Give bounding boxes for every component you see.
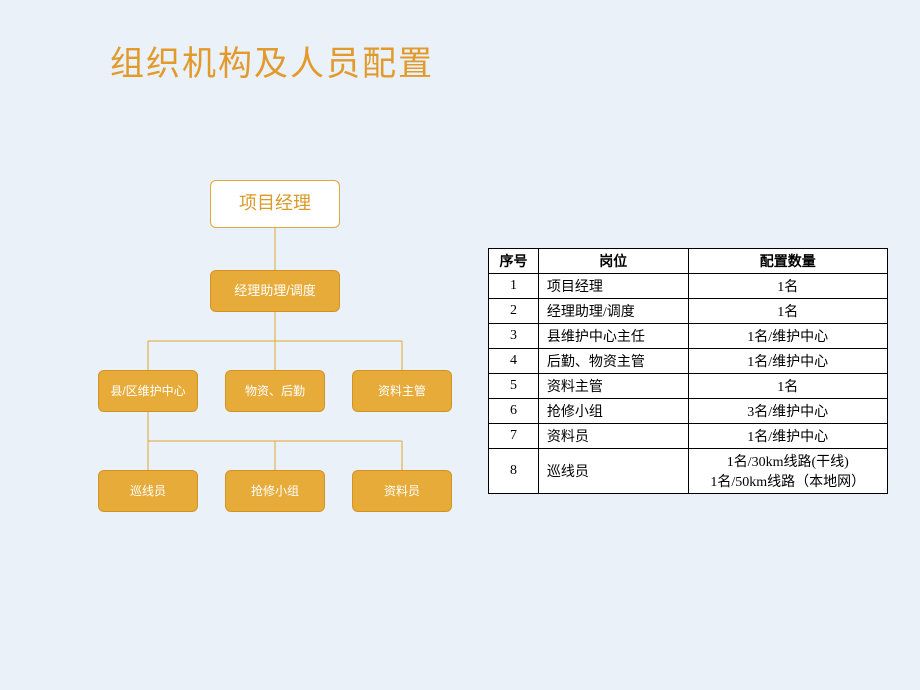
table-cell: 1名/维护中心 (688, 424, 888, 449)
table-cell: 1 (489, 274, 539, 299)
table-cell: 2 (489, 299, 539, 324)
table-cell: 抢修小组 (538, 399, 688, 424)
table-cell: 资料主管 (538, 374, 688, 399)
org-node-root: 项目经理 (210, 180, 340, 228)
table-cell: 资料员 (538, 424, 688, 449)
table-row: 7资料员1名/维护中心 (489, 424, 888, 449)
page-title: 组织机构及人员配置 (110, 36, 434, 85)
table-cell: 后勤、物资主管 (538, 349, 688, 374)
org-chart: 项目经理经理助理/调度县/区维护中心物资、后勤资料主管巡线员抢修小组资料员 (80, 180, 480, 560)
table-header-col0: 序号 (489, 249, 539, 274)
org-node-dept3: 资料主管 (352, 370, 452, 412)
table-row: 8巡线员1名/30km线路(干线)1名/50km线路（本地网） (489, 449, 888, 494)
table-row: 3县维护中心主任1名/维护中心 (489, 324, 888, 349)
table-cell: 经理助理/调度 (538, 299, 688, 324)
org-node-leaf1: 巡线员 (98, 470, 198, 512)
table-cell: 1名/30km线路(干线)1名/50km线路（本地网） (688, 449, 888, 494)
table-header-col1: 岗位 (538, 249, 688, 274)
table-cell: 1名 (688, 274, 888, 299)
table-cell: 1名/维护中心 (688, 349, 888, 374)
org-node-leaf2: 抢修小组 (225, 470, 325, 512)
table-cell: 1名 (688, 374, 888, 399)
org-node-dept1: 县/区维护中心 (98, 370, 198, 412)
table-cell: 县维护中心主任 (538, 324, 688, 349)
table-row: 6抢修小组3名/维护中心 (489, 399, 888, 424)
org-node-leaf3: 资料员 (352, 470, 452, 512)
staffing-table: 序号岗位配置数量1项目经理1名2经理助理/调度1名3县维护中心主任1名/维护中心… (488, 248, 888, 494)
table-row: 5资料主管1名 (489, 374, 888, 399)
table-header-col2: 配置数量 (688, 249, 888, 274)
org-node-deputy: 经理助理/调度 (210, 270, 340, 312)
table-cell: 3 (489, 324, 539, 349)
table-cell: 3名/维护中心 (688, 399, 888, 424)
table-cell: 项目经理 (538, 274, 688, 299)
table-cell: 1名 (688, 299, 888, 324)
table-cell: 4 (489, 349, 539, 374)
table-row: 4后勤、物资主管1名/维护中心 (489, 349, 888, 374)
staffing-table-inner: 序号岗位配置数量1项目经理1名2经理助理/调度1名3县维护中心主任1名/维护中心… (488, 248, 888, 494)
table-cell: 5 (489, 374, 539, 399)
table-cell: 8 (489, 449, 539, 494)
table-row: 2经理助理/调度1名 (489, 299, 888, 324)
table-cell: 巡线员 (538, 449, 688, 494)
table-row: 1项目经理1名 (489, 274, 888, 299)
table-cell: 7 (489, 424, 539, 449)
org-node-dept2: 物资、后勤 (225, 370, 325, 412)
table-cell: 1名/维护中心 (688, 324, 888, 349)
table-cell: 6 (489, 399, 539, 424)
